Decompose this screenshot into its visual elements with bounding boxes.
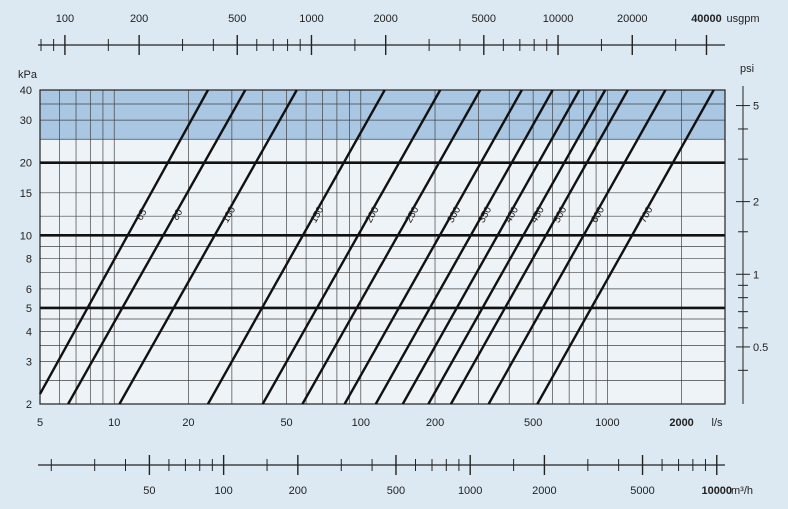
bottom-axis-unit: m³/h xyxy=(731,485,753,497)
shaded-band xyxy=(40,90,725,140)
x-tick-label: 1000 xyxy=(595,417,619,429)
series-line-400 xyxy=(401,89,581,405)
series-line-80 xyxy=(67,89,247,405)
right-axis-unit: psi xyxy=(740,63,754,75)
right-tick-label: 2 xyxy=(753,197,759,209)
plot-area xyxy=(40,90,725,404)
top-tick-label: 200 xyxy=(130,13,148,25)
bottom-tick-label: 5000 xyxy=(630,485,654,497)
series-line-200 xyxy=(261,89,442,405)
series-line-350 xyxy=(374,89,554,405)
series-label-80: 80 xyxy=(170,207,185,222)
plot-frame xyxy=(39,89,726,405)
top-tick-label: 20000 xyxy=(617,13,648,25)
y-axis-unit: kPa xyxy=(18,69,38,81)
series-label-65: 65 xyxy=(135,207,150,222)
y-tick-label: 5 xyxy=(26,303,32,315)
x-tick-label: 50 xyxy=(280,417,292,429)
series-line-700 xyxy=(536,89,715,405)
bottom-tick-label: 100 xyxy=(214,485,232,497)
y-tick-label: 2 xyxy=(26,399,32,411)
top-tick-label: 2000 xyxy=(373,13,397,25)
y-tick-label: 30 xyxy=(20,115,32,127)
right-tick-label: 0.5 xyxy=(753,342,768,354)
series-line-300 xyxy=(343,89,523,405)
y-tick-label: 3 xyxy=(26,357,32,369)
top-tick-label: 100 xyxy=(56,13,74,25)
top-tick-label: 5000 xyxy=(472,13,496,25)
x-tick-label: 2000 xyxy=(669,417,693,429)
top-tick-label: 1000 xyxy=(299,13,323,25)
series-line-150 xyxy=(206,89,386,405)
x-tick-label: 20 xyxy=(182,417,194,429)
x-tick-label: 10 xyxy=(108,417,120,429)
series-line-65 xyxy=(38,89,210,395)
right-tick-label: 1 xyxy=(753,269,759,281)
y-tick-label: 40 xyxy=(20,85,32,97)
series-line-600 xyxy=(487,89,667,405)
top-axis-unit: usgpm xyxy=(726,13,759,25)
series-line-450 xyxy=(427,89,607,405)
right-tick-label: 5 xyxy=(753,101,759,113)
y-tick-label: 6 xyxy=(26,284,32,296)
top-tick-label: 10000 xyxy=(543,13,574,25)
x-tick-label: 5 xyxy=(37,417,43,429)
top-tick-label: 500 xyxy=(228,13,246,25)
y-tick-label: 8 xyxy=(26,254,32,266)
bottom-tick-label: 50 xyxy=(143,485,155,497)
y-tick-label: 10 xyxy=(20,230,32,242)
series-line-250 xyxy=(301,89,482,405)
x-axis-unit: l/s xyxy=(712,417,724,429)
series-line-100 xyxy=(118,89,298,405)
bottom-tick-label: 200 xyxy=(289,485,307,497)
x-tick-label: 200 xyxy=(426,417,444,429)
bottom-tick-label: 1000 xyxy=(458,485,482,497)
y-tick-label: 20 xyxy=(20,158,32,170)
bottom-tick-label: 10000 xyxy=(701,485,732,497)
x-tick-label: 500 xyxy=(524,417,542,429)
bottom-tick-label: 2000 xyxy=(532,485,556,497)
bottom-tick-label: 500 xyxy=(387,485,405,497)
y-tick-label: 15 xyxy=(20,188,32,200)
x-tick-label: 100 xyxy=(352,417,370,429)
top-tick-label: 40000 xyxy=(691,13,722,25)
series-line-500 xyxy=(449,89,629,405)
y-tick-label: 4 xyxy=(26,326,32,338)
